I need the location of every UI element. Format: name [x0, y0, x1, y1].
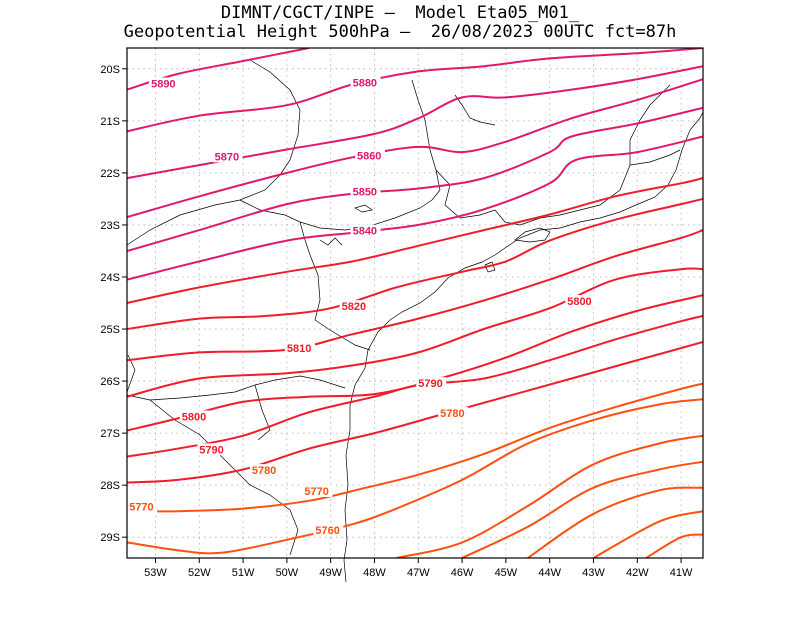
- contour-label-5880: 5880: [353, 77, 377, 89]
- coastline-path: [343, 111, 704, 583]
- x-tick-label: 49W: [319, 567, 342, 579]
- contour-5770: [396, 434, 703, 558]
- contour-label-bg: [416, 377, 447, 390]
- contour-labels: 5890 5880 5870 5860 5850 5840 5820 5810 5800 5800…: [127, 76, 596, 537]
- contour-label-bg: [212, 150, 243, 163]
- x-tick-label: 47W: [407, 567, 430, 579]
- contour-label-bg: [339, 300, 370, 313]
- contour-label-bg: [149, 77, 180, 90]
- contour-5860: [127, 78, 703, 219]
- y-tick-label: 27S: [100, 428, 120, 440]
- river-detail: [454, 94, 496, 126]
- contour-label-5870: 5870: [215, 151, 239, 163]
- y-tick-label: 26S: [100, 376, 120, 388]
- island-detail: [484, 261, 496, 273]
- coastline-borders: [126, 59, 704, 583]
- contour-label-5850: 5850: [353, 187, 377, 199]
- contour-label-bg: [565, 295, 596, 307]
- x-tick-label: 52W: [188, 567, 211, 579]
- contour-5760: [527, 486, 703, 558]
- coastline-bay-detail: [514, 227, 551, 243]
- contour-label-5760: 5760: [315, 525, 339, 537]
- contour-label-5780: 5780: [252, 465, 276, 477]
- state-border: [299, 79, 441, 231]
- axis-ticks: 53W 52W 51W 50W 49W 48W 47W 46W 45W 44W 43W 42W 41W 2…: [100, 64, 693, 579]
- contour-5750: [593, 510, 703, 558]
- contour-label-5770: 5770: [304, 486, 328, 498]
- contour-5820: [127, 197, 703, 330]
- plot-frame: [126, 47, 704, 559]
- y-tick-label: 28S: [100, 480, 120, 492]
- contour-label-5800: 5800: [567, 296, 591, 308]
- contour-label-bg: [350, 224, 381, 237]
- contour-label-5860: 5860: [357, 150, 381, 162]
- x-tick-label: 44W: [538, 567, 561, 579]
- state-border: [254, 384, 271, 441]
- contour-label-bg: [350, 76, 381, 89]
- x-tick-label: 48W: [363, 567, 386, 579]
- x-tick-label: 53W: [144, 567, 167, 579]
- state-border: [579, 84, 671, 211]
- state-border: [126, 375, 346, 401]
- y-tick-label: 23S: [100, 220, 120, 232]
- contour-label-bg: [284, 341, 315, 354]
- contour-5880: [127, 48, 703, 133]
- contour-5800: [127, 267, 703, 398]
- state-border: [629, 149, 681, 166]
- contour-label-5780: 5780: [440, 408, 464, 420]
- x-tick-label: 46W: [451, 567, 474, 579]
- contour-label-5840: 5840: [353, 226, 377, 238]
- contour-label-bg: [350, 185, 381, 198]
- state-border: [239, 199, 371, 351]
- contour-5770: [461, 460, 703, 558]
- x-tick-label: 50W: [276, 567, 299, 579]
- contour-5790: [127, 315, 703, 458]
- contour-label-5890: 5890: [151, 78, 175, 90]
- contour-5780: [127, 398, 703, 555]
- x-tick-label: 45W: [495, 567, 518, 579]
- contour-label-5820: 5820: [342, 301, 366, 313]
- contour-label-bg: [127, 500, 158, 513]
- contour-5830: [127, 177, 703, 304]
- contour-label-bg: [313, 523, 344, 536]
- contour-label-5790: 5790: [199, 444, 223, 456]
- contour-label-5810: 5810: [287, 343, 311, 355]
- x-tick-label: 42W: [626, 567, 649, 579]
- y-tick-label: 22S: [100, 168, 120, 180]
- x-tick-label: 41W: [670, 567, 693, 579]
- contour-label-bg: [438, 406, 469, 419]
- contour-5740: [645, 533, 703, 558]
- contour-5810: [127, 229, 703, 362]
- contour-label-5770: 5770: [129, 502, 153, 514]
- contour-label-bg: [197, 443, 228, 456]
- contour-5780: [127, 382, 703, 513]
- contour-lines: [127, 48, 703, 558]
- contour-label-bg: [302, 484, 333, 497]
- y-tick-label: 25S: [100, 324, 120, 336]
- x-tick-label: 43W: [582, 567, 605, 579]
- contour-5840: [127, 135, 703, 281]
- river-detail: [319, 237, 343, 246]
- contour-label-bg: [249, 464, 280, 477]
- lat-lon-grid: [127, 48, 703, 558]
- state-border: [435, 169, 581, 226]
- chart-title-line-1: DIMNT/CGCT/INPE – Model Eta05_M01_: [220, 3, 580, 23]
- contour-label-5800: 5800: [182, 412, 206, 424]
- state-border: [149, 399, 299, 556]
- contour-5800: [127, 294, 703, 432]
- contour-label-bg: [179, 410, 210, 423]
- chart-title-line-2: Geopotential Height 500hPa – 26/08/2023 …: [123, 22, 677, 42]
- y-tick-label: 24S: [100, 272, 120, 284]
- y-tick-label: 29S: [100, 532, 120, 544]
- y-tick-label: 20S: [100, 64, 120, 76]
- x-tick-label: 51W: [232, 567, 255, 579]
- contour-5850: [127, 106, 703, 252]
- contour-label-bg: [354, 149, 385, 162]
- y-tick-label: 21S: [100, 116, 120, 128]
- contour-5790: [127, 341, 703, 484]
- contour-label-5790: 5790: [418, 378, 442, 390]
- island-detail-2: [354, 204, 373, 213]
